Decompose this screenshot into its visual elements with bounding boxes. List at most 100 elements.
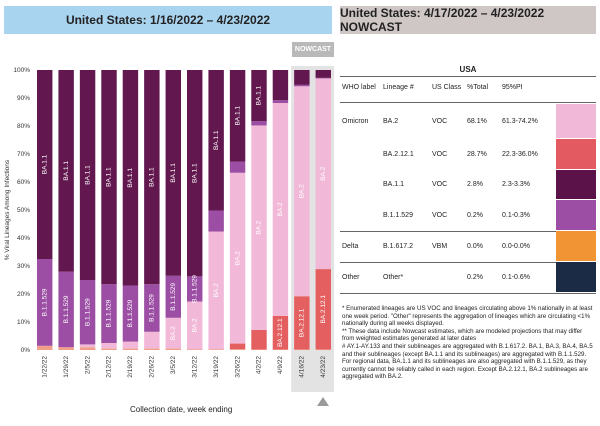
bar-segment — [101, 343, 117, 349]
bar-data-label: BA.1.1 — [149, 167, 156, 187]
bar-data-label: BA.1.1 — [127, 168, 134, 188]
bar-segment — [229, 161, 246, 173]
table-cell-cls: VOC — [432, 117, 448, 125]
x-tick-label: 4/2/22 — [256, 356, 263, 374]
table-cell-pi: 0.1-0.3% — [502, 211, 531, 219]
table-cell-cls: VOC — [432, 211, 448, 219]
bar-data-label: B.1.1.529 — [191, 275, 198, 303]
x-tick-label: 3/19/22 — [213, 356, 220, 378]
table-cell-pct: 28.7% — [467, 150, 487, 158]
y-axis-label: % Viral Lineages Among Infections — [4, 159, 11, 260]
bar-data-label: BA.1.1 — [234, 106, 241, 126]
bar-segment — [229, 172, 246, 344]
bar-data-label: BA.2.12.1 — [299, 308, 306, 337]
x-tick-label: 1/22/22 — [41, 356, 48, 378]
x-tick-label: 4/23/22 — [320, 356, 327, 378]
bar-data-label: BA.2.12.1 — [320, 295, 327, 324]
table-cell-pct: 0.2% — [467, 211, 483, 219]
table-divider — [340, 293, 596, 294]
table-cell-lineage: B.1.1.529 — [383, 211, 413, 219]
y-tick-label: 50% — [17, 207, 30, 214]
bar-segment — [101, 70, 117, 285]
x-tick-label: 2/26/22 — [149, 356, 156, 378]
bar-data-label: B.1.1.529 — [127, 299, 134, 327]
bar-segment — [208, 231, 224, 350]
bar-segment — [294, 349, 310, 350]
bar-segment — [229, 343, 246, 350]
bar-data-label: BA.2 — [234, 251, 241, 265]
table-cell-pi: 0.0-0.0% — [502, 242, 531, 250]
bar-data-label: BA.1.1 — [84, 165, 91, 185]
footnotes: * Enumerated lineages are US VOC and lin… — [342, 305, 596, 381]
table-cell-cls: VOC — [432, 181, 448, 188]
bar-segment — [294, 70, 310, 85]
y-tick-label: 80% — [17, 123, 30, 130]
footnote: ** These data include Nowcast estimates,… — [342, 327, 583, 343]
bar-data-label: BA.2 — [277, 202, 284, 216]
x-tick-label: 2/12/22 — [106, 356, 113, 378]
bar-segment — [272, 315, 289, 350]
table-cell-pi: 0.1-0.6% — [502, 273, 531, 281]
bar-segment — [294, 296, 310, 350]
bar-data-label: BA.1.1 — [41, 154, 48, 174]
x-tick-label: 2/5/22 — [84, 356, 91, 374]
table-cell-lineage: B.1.617.2 — [383, 242, 413, 250]
table-column-header: Lineage # — [383, 84, 414, 91]
bar-segment — [58, 347, 74, 350]
bar-segment — [251, 121, 267, 126]
left-header: United States: 1/16/2022 – 4/23/2022 — [4, 6, 332, 34]
bar-segment — [272, 349, 289, 350]
x-axis-label: Collection date, week ending — [130, 405, 233, 414]
bar-segment — [251, 125, 267, 330]
table-cell-cls: VOC — [432, 150, 448, 158]
bar-segment — [165, 348, 181, 350]
table-cell-who: Delta — [342, 242, 359, 250]
bar-segment — [122, 70, 139, 286]
table-cell-pi: 61.3-74.2% — [502, 117, 538, 125]
bar-data-label: BA.2 — [320, 166, 327, 180]
right-header: United States: 4/17/2022 – 4/23/2022 NOW… — [340, 6, 596, 34]
bar-data-label: BA.1.1 — [213, 130, 220, 150]
lineage-color-swatch — [556, 170, 596, 199]
bar-segment — [144, 284, 160, 332]
nowcast-tag: NOWCAST — [292, 42, 334, 57]
table-cell-pct: 0.0% — [467, 242, 483, 250]
bar-segment — [208, 70, 224, 211]
bar-data-label: BA.2 — [170, 326, 177, 340]
bar-segment — [122, 348, 139, 350]
table-column-header: WHO label — [342, 84, 376, 91]
bar-data-label: BA.2 — [213, 283, 220, 297]
bar-segment — [165, 317, 181, 349]
table-cell-who: Omicron — [342, 117, 369, 125]
table-cell-lineage: BA.2.12.1 — [383, 150, 414, 158]
bar-segment — [294, 86, 310, 297]
bar-segment — [272, 103, 289, 316]
bar-segment — [79, 347, 96, 350]
bar-segment — [101, 348, 117, 350]
table-cell-lineage: BA.1.1 — [383, 181, 405, 188]
bar-segment — [37, 345, 53, 350]
bar-segment — [165, 275, 181, 318]
table-divider — [340, 231, 596, 232]
bar-data-label: B.1.1.529 — [149, 294, 156, 322]
lineage-color-swatch — [556, 104, 596, 138]
bar-data-label: B.1.1.529 — [84, 298, 91, 326]
bar-segment — [315, 269, 331, 350]
footnote: * Enumerated lineages are US VOC and lin… — [342, 305, 593, 328]
bar-segment — [101, 284, 117, 343]
table-cell-pct: 2.8% — [467, 181, 483, 188]
table-cell-pi: 2.3-3.3% — [502, 181, 531, 188]
bar-data-label: B.1.1.529 — [106, 299, 113, 327]
bar-segment — [251, 329, 267, 350]
table-cell-who: Other — [342, 273, 360, 281]
lineage-color-swatch — [556, 231, 596, 261]
y-tick-label: 70% — [17, 151, 30, 158]
y-tick-label: 20% — [17, 291, 30, 298]
bar-segment — [229, 349, 246, 350]
bar-data-label: BA.1.1 — [170, 163, 177, 183]
x-tick-label: 3/12/22 — [191, 356, 198, 378]
bar-segment — [79, 70, 96, 280]
footnote: # AY.1-AY.133 and their sublineages are … — [342, 342, 593, 381]
bar-segment — [251, 349, 267, 350]
y-tick-label: 60% — [17, 179, 30, 186]
